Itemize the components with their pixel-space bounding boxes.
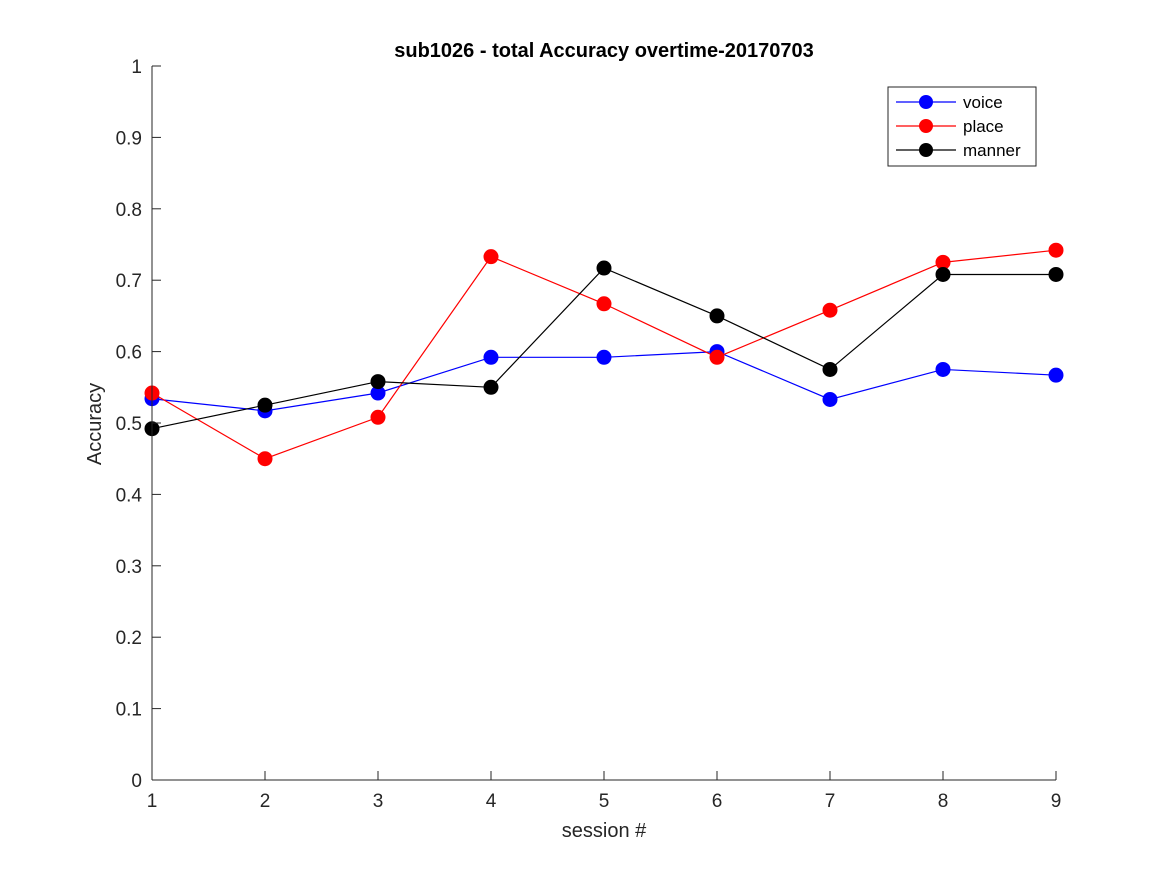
legend-marker-manner — [919, 143, 933, 157]
series-line-manner — [151, 267, 1056, 430]
x-tick-label: 8 — [938, 791, 949, 812]
series-manner — [144, 260, 1064, 437]
data-point-voice — [935, 361, 951, 377]
plot-area — [144, 242, 1064, 467]
data-point-voice — [1048, 367, 1064, 383]
legend-label-place: place — [963, 117, 1004, 136]
y-tick-label: 0.6 — [116, 343, 142, 364]
data-point-manner — [1048, 266, 1064, 282]
data-point-place — [370, 409, 386, 425]
legend-marker-voice — [919, 95, 933, 109]
data-point-manner — [370, 374, 386, 390]
x-tick-label: 2 — [260, 791, 271, 812]
y-tick-label: 0.7 — [116, 271, 142, 292]
y-tick-label: 1 — [131, 57, 142, 78]
axes: 1 2 3 4 5 6 7 8 9 0 0.1 0.2 0.3 0.4 0.5 0.6 0.7 0.8 0.9 1 — [116, 57, 1062, 812]
data-point-voice — [483, 349, 499, 365]
data-point-place — [483, 249, 499, 265]
data-point-manner — [709, 308, 725, 324]
x-tick-label: 1 — [147, 791, 158, 812]
legend: voice place manner — [887, 86, 1037, 167]
data-point-voice — [822, 391, 838, 407]
data-point-voice — [596, 349, 612, 365]
y-tick-label: 0 — [131, 771, 142, 792]
y-axis-label: Accuracy — [84, 383, 106, 465]
y-tick-label: 0.1 — [116, 700, 142, 721]
data-point-manner — [596, 260, 612, 276]
data-point-place — [709, 349, 725, 365]
y-tick-label: 0.4 — [116, 485, 143, 506]
x-tick-label: 5 — [599, 791, 610, 812]
data-point-manner — [483, 379, 499, 395]
data-point-place — [257, 451, 273, 467]
data-point-manner — [822, 361, 838, 377]
y-tick-label: 0.3 — [116, 557, 142, 578]
y-tick-label: 0.2 — [116, 628, 142, 649]
x-tick-label: 4 — [486, 791, 497, 812]
x-axis-label: session # — [562, 820, 647, 842]
x-tick-label: 7 — [825, 791, 836, 812]
data-point-place — [596, 296, 612, 312]
legend-marker-place — [919, 119, 933, 133]
chart-title: sub1026 - total Accuracy overtime-201707… — [394, 40, 813, 62]
data-point-manner — [257, 397, 273, 413]
series-voice — [144, 344, 1064, 419]
legend-label-voice: voice — [963, 93, 1003, 112]
data-point-place — [1048, 242, 1064, 258]
data-point-place — [822, 302, 838, 318]
legend-label-manner: manner — [963, 141, 1021, 160]
y-tick-label: 0.5 — [116, 414, 142, 435]
y-tick-label: 0.8 — [116, 200, 142, 221]
y-tick-label: 0.9 — [116, 128, 142, 149]
x-tick-label: 6 — [712, 791, 723, 812]
data-point-manner — [935, 266, 951, 282]
x-tick-label: 9 — [1051, 791, 1062, 812]
x-tick-label: 3 — [373, 791, 384, 812]
